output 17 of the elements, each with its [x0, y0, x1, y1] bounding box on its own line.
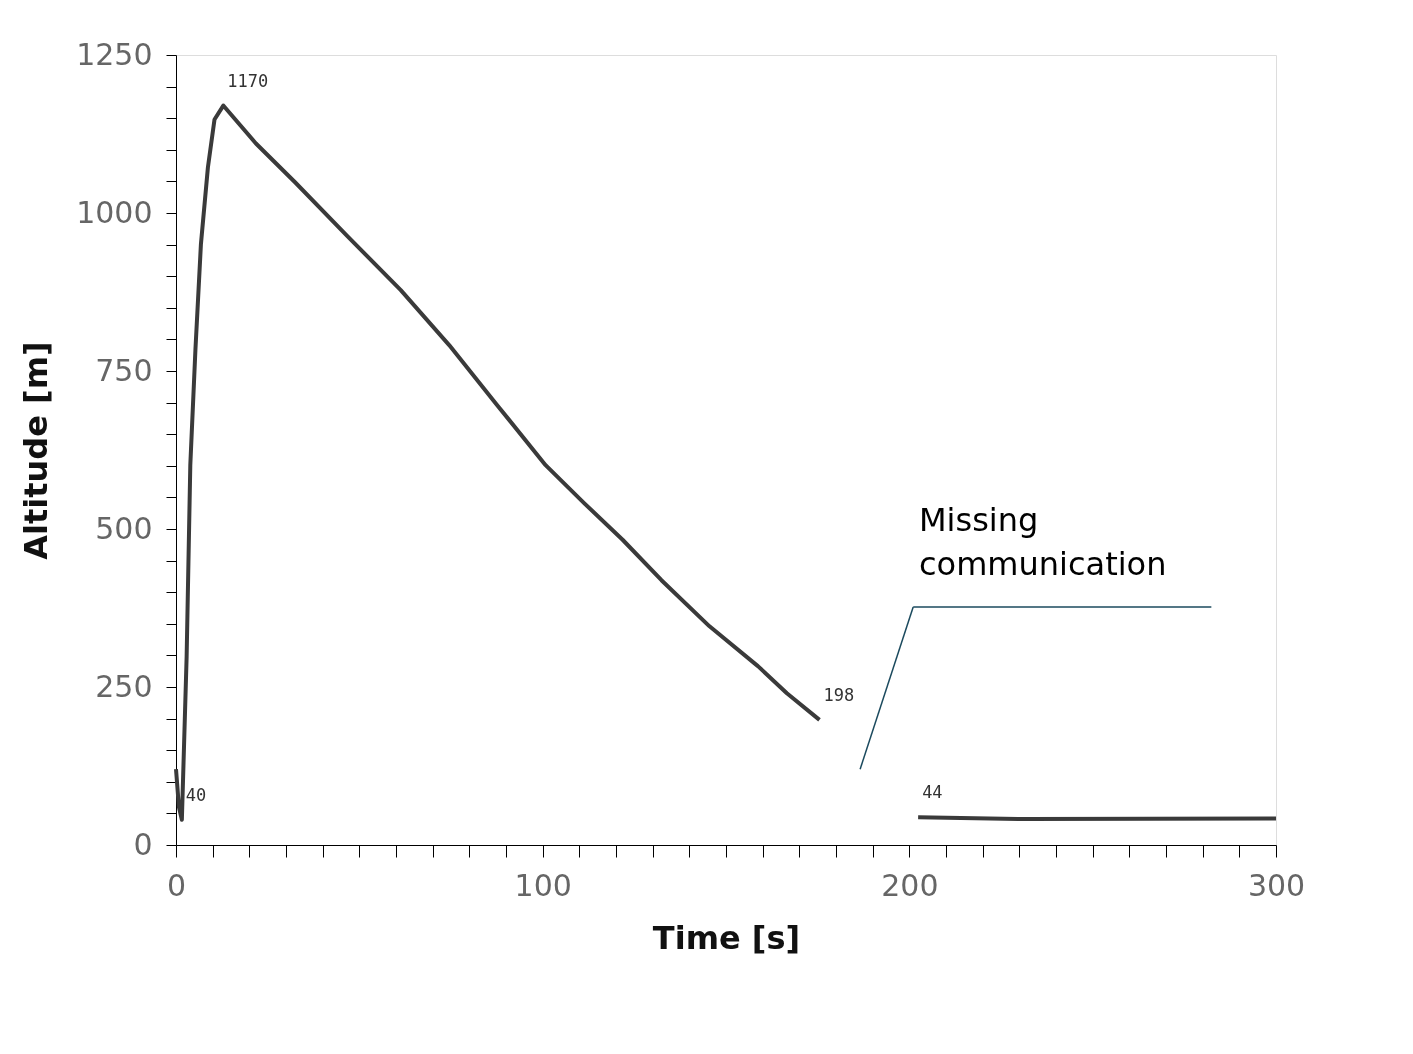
y-tick-label: 0: [133, 826, 153, 862]
x-tick-label: 0: [166, 867, 187, 903]
annotation: 198: [823, 684, 855, 705]
annotation: 40: [185, 784, 207, 805]
x-tick-label: 300: [1247, 867, 1306, 903]
y-tick-label: 1250: [76, 36, 153, 72]
x-tick-label: 100: [514, 867, 572, 903]
y-tick-label: 500: [95, 510, 153, 546]
y-tick-label: 250: [95, 668, 153, 704]
y-axis-title: Altitude [m]: [17, 341, 56, 560]
x-axis-title: Time [s]: [652, 918, 801, 957]
x-tick-label: 200: [881, 867, 939, 903]
annotation: Missing communication: [918, 501, 1167, 584]
y-tick-label: 1000: [76, 194, 153, 230]
annotation: 44: [922, 782, 943, 803]
annotation: 1170: [227, 70, 269, 91]
y-tick-label: 750: [95, 352, 153, 388]
